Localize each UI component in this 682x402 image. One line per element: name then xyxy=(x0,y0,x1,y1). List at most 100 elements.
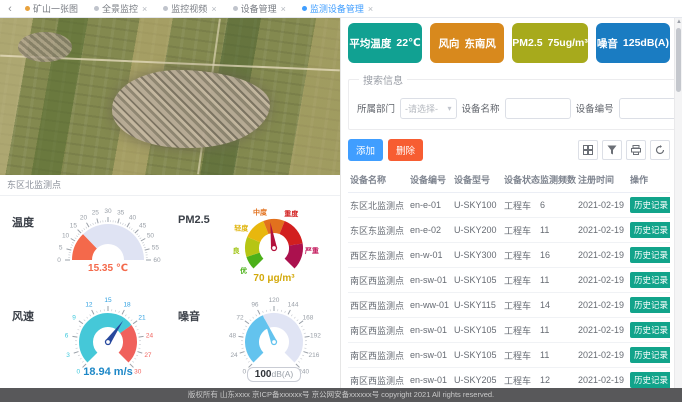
delete-button[interactable]: 删除 xyxy=(388,139,424,161)
history-record-button[interactable]: 历史记录 xyxy=(630,297,670,313)
map-village-area xyxy=(18,32,72,62)
svg-text:严重: 严重 xyxy=(304,246,319,255)
svg-text:优: 优 xyxy=(240,266,247,275)
station-label: 东区北监测点 xyxy=(0,175,340,196)
tab-device-management[interactable]: 设备管理 × xyxy=(225,0,294,17)
cell-name: 南区西监测点 xyxy=(348,317,408,343)
svg-text:192: 192 xyxy=(310,332,321,339)
tab-label: 监控视频 xyxy=(171,4,208,14)
search-panel-title: 搜索信息 xyxy=(363,76,403,87)
temperature-gauge-label: 温度 xyxy=(12,217,34,229)
tab-monitor-device-management[interactable]: 监测设备管理 × xyxy=(294,0,381,17)
cell-name: 东区东监测点 xyxy=(348,217,408,243)
refresh-button[interactable] xyxy=(650,140,670,160)
temperature-gauge-cell: 温度 0 5 10 15 20 25 30 35 40 45 50 55 60 15.35 ℃ xyxy=(4,198,170,292)
history-record-button[interactable]: 历史记录 xyxy=(630,347,670,363)
column-header: 操作 xyxy=(628,167,670,193)
tab-label: 全景监控 xyxy=(102,4,139,14)
table-row: 南区西监测点 en-sw-01 U-SKY105 工程车 11 2021-02-19 历史记… xyxy=(348,267,670,293)
svg-text:45: 45 xyxy=(139,222,147,229)
svg-text:60: 60 xyxy=(153,257,161,264)
noise-card: 噪音 125dB(A) xyxy=(595,23,670,63)
svg-text:0: 0 xyxy=(57,257,61,264)
table-body: 东区北监测点 en-e-01 U-SKY100 工程车 6 2021-02-19 历史记录东… xyxy=(348,192,670,388)
svg-text:72: 72 xyxy=(236,314,244,321)
columns-button[interactable] xyxy=(578,140,598,160)
department-label: 所属部门 xyxy=(357,104,396,115)
filter-icon xyxy=(607,145,617,155)
cell-name: 西区西监测点 xyxy=(348,292,408,318)
cell-code: en-sw-01 xyxy=(408,267,452,293)
scroll-up-icon[interactable]: ▲ xyxy=(676,19,682,25)
close-icon[interactable]: × xyxy=(367,3,374,14)
tab-monitor-video[interactable]: 监控视频 × xyxy=(155,0,224,17)
chevron-left-icon[interactable]: ‹ xyxy=(8,2,12,15)
table-row: 南区西监测点 en-sw-01 U-SKY205 工程车 12 2021-02-19 历史记… xyxy=(348,367,670,388)
cell-date: 2021-02-19 xyxy=(576,292,628,318)
svg-text:5: 5 xyxy=(59,244,63,251)
cell-name: 东区北监测点 xyxy=(348,192,408,218)
noise-gauge-label: 噪音 xyxy=(178,311,200,323)
history-record-button[interactable]: 历史记录 xyxy=(630,372,670,388)
column-header: 设备状态 xyxy=(502,167,540,193)
stat-cards: 平均温度 22℃ 风向 东南风 PM2.5 75ug/m³ 噪音 125dB(A) xyxy=(348,23,670,63)
cell-count: 6 xyxy=(538,192,576,218)
close-icon[interactable]: × xyxy=(280,3,286,14)
table-row: 南区西监测点 en-sw-01 U-SKY105 工程车 11 2021-02-19 历史记… xyxy=(348,317,670,343)
cell-date: 2021-02-19 xyxy=(576,192,628,218)
device-name-label: 设备名称 xyxy=(461,104,500,115)
cell-status: 工程车 xyxy=(502,342,538,368)
svg-text:144: 144 xyxy=(288,302,299,309)
device-name-input[interactable] xyxy=(504,97,571,119)
refresh-icon xyxy=(655,145,665,155)
svg-text:96: 96 xyxy=(251,302,259,309)
svg-text:20: 20 xyxy=(80,215,88,222)
noise-gauge: 0 24 48 72 96 120 144 168 192 216 240 100dB(A) xyxy=(214,292,334,386)
add-button[interactable]: 添加 xyxy=(348,139,384,161)
svg-text:50: 50 xyxy=(147,233,155,240)
close-icon[interactable]: × xyxy=(211,3,217,14)
svg-text:30: 30 xyxy=(134,369,142,376)
search-panel: 搜索信息 所属部门 -请选择- ▾ 设备名称 设备编号 搜 索 xyxy=(348,72,682,130)
column-header: 设备编号 xyxy=(408,167,452,193)
satellite-map[interactable] xyxy=(0,18,340,175)
avg-temperature-card: 平均温度 22℃ xyxy=(348,23,423,63)
print-button[interactable] xyxy=(626,140,646,160)
department-select[interactable]: -请选择- ▾ xyxy=(400,97,457,119)
history-record-button[interactable]: 历史记录 xyxy=(630,272,670,288)
cell-status: 工程车 xyxy=(502,192,538,218)
svg-text:轻度: 轻度 xyxy=(234,224,249,233)
svg-text:27: 27 xyxy=(144,352,152,359)
cell-model: U-SKY105 xyxy=(452,267,502,293)
history-record-button[interactable]: 历史记录 xyxy=(630,222,670,238)
left-panel: 东区北监测点 温度 0 5 10 15 20 25 30 35 40 45 50 55 60 15.35… xyxy=(0,18,341,388)
scrollbar-thumb[interactable] xyxy=(676,28,681,92)
tab-status-dot xyxy=(25,6,30,11)
svg-text:216: 216 xyxy=(309,352,320,359)
svg-text:重度: 重度 xyxy=(284,209,299,218)
svg-text:0: 0 xyxy=(76,369,80,376)
history-record-button[interactable]: 历史记录 xyxy=(630,247,670,263)
footer: 版权所有 山东xxxx 京ICP备xxxxxx号 京公网安备xxxxxx号 co… xyxy=(0,388,682,402)
filter-button[interactable] xyxy=(602,140,622,160)
svg-text:9: 9 xyxy=(72,314,76,321)
vertical-scrollbar[interactable]: ▲ xyxy=(674,18,682,388)
cell-status: 工程车 xyxy=(502,317,538,343)
history-record-button[interactable]: 历史记录 xyxy=(630,322,670,338)
cell-code: en-sw-01 xyxy=(408,342,452,368)
cell-date: 2021-02-19 xyxy=(576,242,628,268)
close-icon[interactable]: × xyxy=(142,3,148,14)
printer-icon xyxy=(631,145,641,155)
history-record-button[interactable]: 历史记录 xyxy=(630,197,670,213)
cell-model: U-SKY200 xyxy=(452,217,502,243)
svg-text:3: 3 xyxy=(66,352,70,359)
cell-date: 2021-02-19 xyxy=(576,267,628,293)
tab-mine-map[interactable]: 矿山一张图 × xyxy=(17,0,86,17)
svg-text:24: 24 xyxy=(146,332,154,339)
table-toolbar: 添加 删除 xyxy=(348,139,670,161)
tab-label: 监测设备管理 xyxy=(309,4,364,14)
device-code-input[interactable] xyxy=(618,97,682,119)
cell-date: 2021-02-19 xyxy=(576,342,628,368)
svg-text:21: 21 xyxy=(138,314,146,321)
tab-panorama-monitor[interactable]: 全景监控 × xyxy=(86,0,155,17)
